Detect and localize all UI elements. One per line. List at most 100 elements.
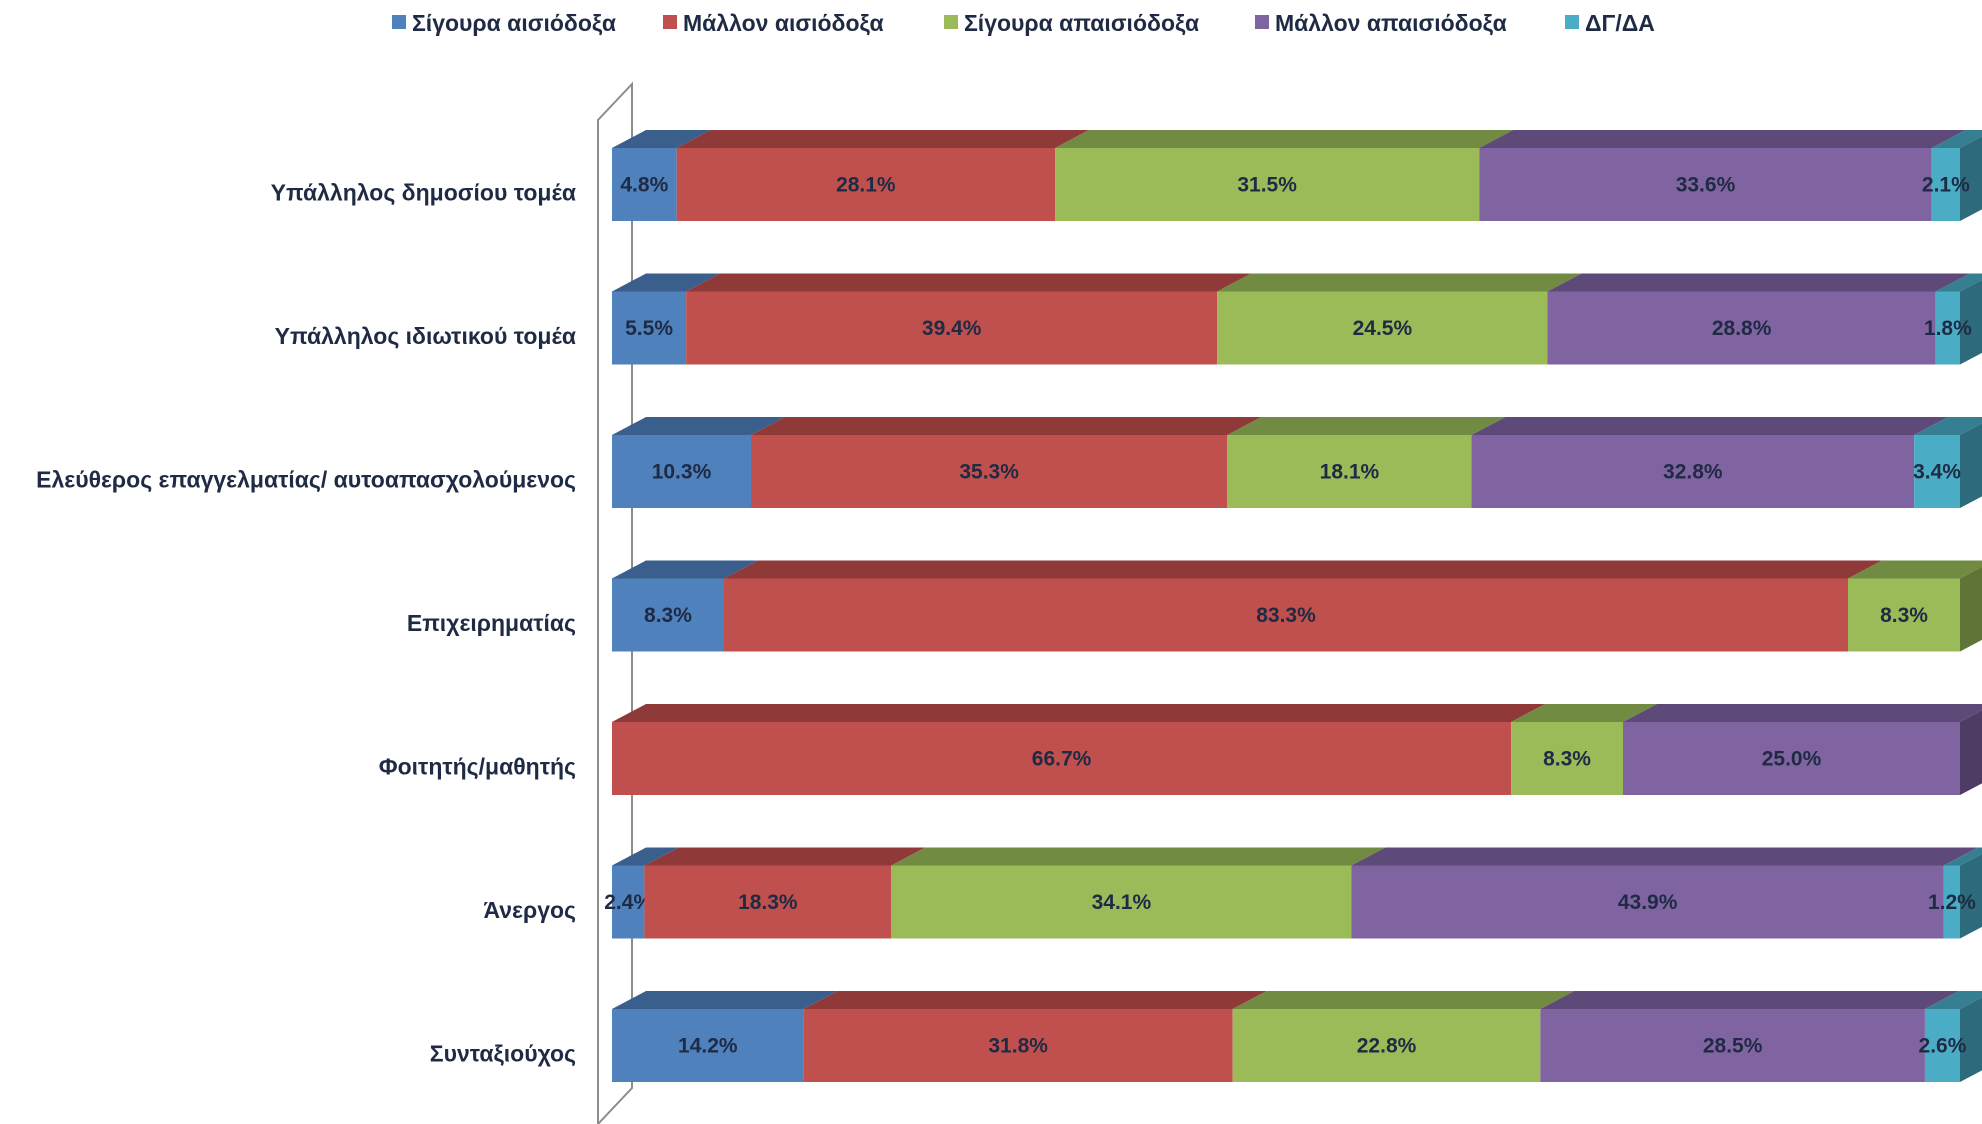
bar-segment-side [1960, 136, 1982, 221]
bar-segment-top [612, 130, 711, 148]
axis-wall [597, 81, 633, 1124]
legend: Σίγουρα αισιόδοξα Μάλλον αισιόδοξα Σίγουρα… [392, 10, 1655, 36]
bar-segment-top [1848, 560, 1982, 579]
bar-segment [1931, 148, 1960, 221]
bar-segment-top [803, 991, 1267, 1009]
bar-segment-side [1960, 279, 1982, 365]
data-label: 31.5% [1237, 174, 1297, 197]
bar-segment [1217, 291, 1548, 365]
bar-segment [676, 148, 1056, 221]
bar-segment-top [1914, 417, 1982, 435]
legend-swatch [1565, 15, 1579, 29]
bar-segment-top [1232, 991, 1575, 1009]
bar-segment-top [1471, 417, 1949, 435]
category-labels: Υπάλληλος δημοσίου τομέα Υπάλληλος ιδιωτι… [36, 180, 576, 1067]
bar-segment-top [1623, 704, 1982, 722]
bar-segment-top [1943, 847, 1982, 866]
data-label: 28.1% [836, 174, 896, 197]
bar-segment-top [612, 704, 1546, 722]
data-label: 35.3% [959, 461, 1019, 484]
bar-segment [612, 435, 751, 508]
data-label: 33.6% [1676, 174, 1736, 197]
bar-segment-side [1960, 853, 1982, 939]
legend-swatch [944, 15, 958, 29]
bar-segment-top [1511, 704, 1657, 722]
bar-segment-top [1924, 991, 1982, 1009]
bar-segment-top [612, 273, 721, 292]
bar-segment [1471, 435, 1915, 508]
data-label: 4.8% [620, 174, 668, 197]
bar-row: 5.5% 39.4% 24.5% 28.8% 1.8% [612, 273, 1982, 365]
data-label: 25.0% [1762, 748, 1822, 771]
bar-segment [612, 1009, 804, 1082]
bar-segment-top [1935, 273, 1982, 292]
bar-segment [1479, 148, 1932, 221]
bar-segment-side [1960, 423, 1982, 508]
bar-segment [612, 578, 724, 652]
data-label: 83.3% [1256, 604, 1316, 627]
bar-segment-side [1960, 566, 1982, 652]
legend-item: Μάλλον απαισιόδοξα [1255, 10, 1507, 36]
bars: 4.8% 28.1% 31.5% 33.6% 2.1% 5.5% 39.4% 24.5% 28.… [604, 130, 1982, 1082]
bar-segment-top [612, 991, 838, 1009]
bar-segment-top [612, 417, 785, 435]
bar-segment-top [1217, 273, 1582, 292]
bar-segment-side [1960, 710, 1982, 795]
data-label: 31.8% [988, 1035, 1048, 1058]
category-label: Επιχειρηματίας [407, 610, 576, 636]
category-label: Φοιτητής/μαθητής [379, 754, 576, 780]
bar-row: 2.4% 18.3% 34.1% 43.9% 1.2% [604, 847, 1982, 939]
bar-segment-top [612, 847, 679, 866]
legend-label: ΔΓ/ΔΑ [1585, 10, 1655, 36]
bar-row: 10.3% 35.3% 18.1% 32.8% 3.4% [612, 417, 1982, 508]
bar-segment-top [1540, 991, 1959, 1009]
bar-segment-side [1960, 997, 1982, 1082]
bar-segment [803, 1009, 1233, 1082]
bar-segment-top [750, 417, 1262, 435]
bar-row: 66.7% 8.3% 25.0% [612, 704, 1982, 795]
legend-swatch [1255, 15, 1269, 29]
data-label: 18.3% [738, 891, 798, 914]
data-label: 34.1% [1092, 891, 1152, 914]
bar-segment [891, 865, 1352, 939]
legend-label: Σίγουρα απαισιόδοξα [964, 10, 1199, 36]
data-label: 1.8% [1924, 317, 1972, 340]
data-label: 8.3% [644, 604, 692, 627]
bar-segment [1848, 578, 1960, 652]
data-label: 66.7% [1032, 748, 1092, 771]
category-label: Συνταξιούχος [430, 1041, 576, 1067]
bar-segment [1540, 1009, 1925, 1082]
chart-wall [597, 81, 633, 1124]
legend-swatch [392, 15, 406, 29]
bar-segment [612, 865, 645, 939]
bar-segment-top [1227, 417, 1506, 435]
legend-swatch [663, 15, 677, 29]
data-label: 2.6% [1919, 1035, 1967, 1058]
bar-segment [1511, 722, 1623, 795]
bar-segment [612, 291, 687, 365]
data-label: 10.3% [652, 461, 712, 484]
legend-item: Σίγουρα απαισιόδοξα [944, 10, 1199, 36]
bar-segment-top [891, 847, 1386, 866]
bar-segment [1227, 435, 1472, 508]
bar-row: 14.2% 31.8% 22.8% 28.5% 2.6% [612, 991, 1982, 1082]
bar-segment [1351, 865, 1944, 939]
legend-item: ΔΓ/ΔΑ [1565, 10, 1655, 36]
data-label: 28.8% [1712, 317, 1772, 340]
legend-label: Μάλλον απαισιόδοξα [1275, 10, 1507, 36]
bar-segment-top [1479, 130, 1966, 148]
data-label: 8.3% [1543, 748, 1591, 771]
legend-label: Σίγουρα αισιόδοξα [412, 10, 616, 36]
bar-segment-top [1351, 847, 1978, 866]
legend-label: Μάλλον αισιόδοξα [683, 10, 884, 36]
data-label: 3.4% [1913, 461, 1961, 484]
bar-row: 4.8% 28.1% 31.5% 33.6% 2.1% [612, 130, 1982, 221]
bar-segment-top [723, 560, 1883, 579]
bar-segment [612, 148, 677, 221]
bar-segment-top [686, 273, 1252, 292]
data-label: 1.2% [1928, 891, 1976, 914]
data-label: 5.5% [625, 317, 673, 340]
bar-segment-top [644, 847, 926, 866]
